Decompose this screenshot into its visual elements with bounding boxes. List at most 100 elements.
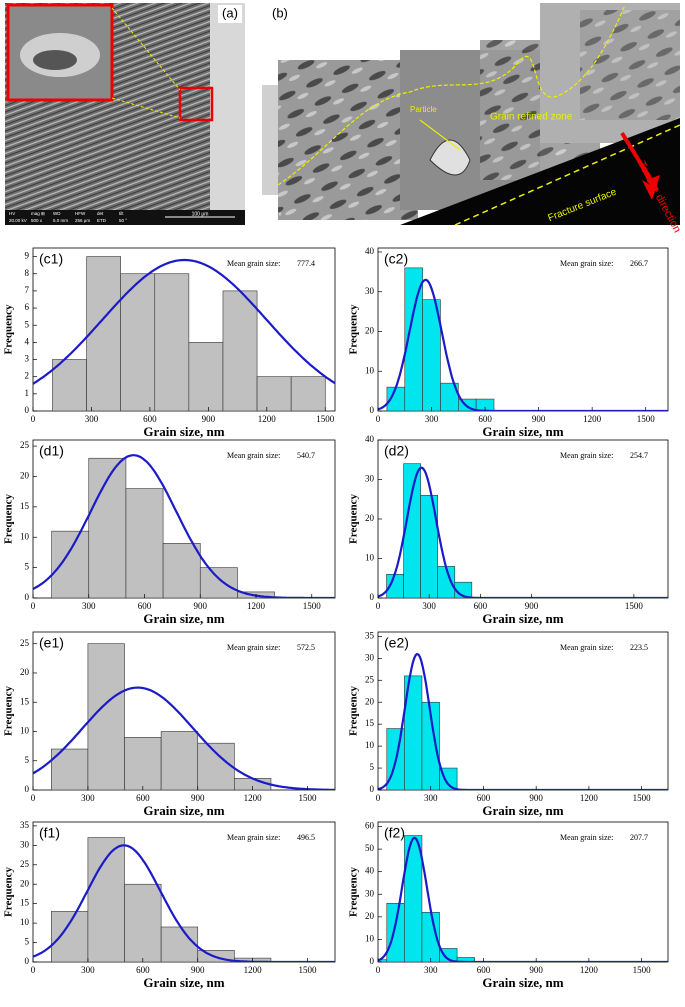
y-axis-label: Frequency — [3, 867, 15, 917]
x-tick-label: 0 — [31, 965, 36, 975]
bar — [188, 342, 224, 411]
x-tick-label: 1200 — [583, 414, 602, 424]
info-value: 20.00 kV — [9, 218, 27, 223]
x-tick-label: 300 — [424, 793, 438, 803]
x-tick-label: 1500 — [637, 414, 656, 424]
y-tick-label: 3 — [25, 354, 30, 364]
bar — [125, 488, 164, 598]
fit-curve — [33, 454, 335, 598]
x-tick-label: 900 — [194, 601, 208, 611]
annotation: Mean grain size: — [560, 451, 613, 460]
bar — [160, 731, 199, 790]
y-tick-label: 30 — [365, 888, 375, 898]
y-tick-label: 20 — [365, 696, 375, 706]
y-tick-label: 25 — [20, 440, 30, 450]
fit-curve — [378, 652, 668, 790]
annotation: Mean grain size: — [227, 451, 280, 460]
x-tick-label: 900 — [191, 793, 205, 803]
zone-label: Grain refined zone — [490, 112, 573, 123]
panel-label: (e2) — [384, 635, 409, 651]
x-tick-label: 0 — [31, 601, 36, 611]
mean-value: 572.5 — [297, 643, 315, 652]
bar — [290, 376, 326, 411]
x-axis-label: Grain size, nm — [482, 611, 563, 626]
panel-label: (c1) — [39, 251, 63, 267]
x-tick-label: 300 — [82, 601, 96, 611]
x-tick-label: 0 — [376, 965, 381, 975]
y-tick-label: 5 — [25, 755, 30, 765]
info-header: HV — [9, 211, 15, 216]
y-tick-label: 40 — [365, 434, 375, 444]
y-tick-label: 0 — [370, 592, 375, 602]
x-tick-label: 300 — [81, 965, 95, 975]
y-tick-label: 0 — [370, 956, 375, 966]
y-tick-label: 60 — [365, 821, 375, 831]
info-value: 500 x — [31, 218, 43, 223]
y-tick-label: 7 — [25, 285, 30, 295]
x-axis-label: Grain size, nm — [482, 975, 563, 990]
y-tick-label: 15 — [365, 718, 375, 728]
x-tick-label: 600 — [477, 965, 491, 975]
annotation: Mean grain size: — [560, 259, 613, 268]
panel-label: (b) — [272, 5, 288, 20]
x-tick-label: 600 — [474, 601, 488, 611]
x-tick-label: 1500 — [303, 601, 322, 611]
x-tick-label: 1200 — [244, 793, 263, 803]
x-tick-label: 600 — [143, 414, 157, 424]
x-tick-label: 1500 — [625, 601, 644, 611]
y-tick-label: 0 — [25, 405, 30, 415]
y-tick-label: 6 — [25, 302, 30, 312]
y-tick-label: 30 — [365, 652, 375, 662]
x-axis-label: Grain size, nm — [143, 611, 224, 626]
x-tick-label: 0 — [376, 601, 381, 611]
fit-curve — [378, 836, 668, 962]
x-tick-label: 900 — [525, 601, 539, 611]
y-tick-label: 0 — [25, 784, 30, 794]
x-tick-label: 300 — [85, 414, 99, 424]
x-tick-label: 300 — [81, 793, 95, 803]
y-tick-label: 40 — [365, 246, 375, 256]
y-axis-label: Frequency — [348, 686, 360, 736]
x-tick-label: 1200 — [247, 601, 266, 611]
info-header: HFW — [75, 211, 86, 216]
scale-bar-label: 100 μm — [192, 211, 209, 217]
x-tick-label: 300 — [422, 601, 436, 611]
y-axis-label: Frequency — [3, 494, 15, 544]
x-axis-label: Grain size, nm — [143, 424, 224, 439]
x-axis-label: Grain size, nm — [482, 424, 563, 439]
x-tick-label: 600 — [136, 965, 150, 975]
fit-curve — [33, 686, 335, 790]
bar — [403, 463, 421, 598]
y-tick-label: 10 — [20, 531, 30, 541]
bar — [51, 911, 89, 962]
x-axis-label: Grain size, nm — [143, 975, 224, 990]
y-tick-label: 30 — [365, 286, 375, 296]
y-tick-label: 30 — [20, 839, 30, 849]
mean-value: 496.5 — [297, 833, 315, 842]
y-tick-label: 20 — [20, 667, 30, 677]
y-tick-label: 25 — [365, 674, 375, 684]
x-tick-label: 600 — [138, 601, 152, 611]
x-tick-label: 0 — [31, 793, 36, 803]
bar — [386, 902, 405, 962]
y-tick-label: 15 — [20, 696, 30, 706]
y-tick-label: 10 — [365, 933, 375, 943]
bar — [475, 398, 495, 411]
panel-label: (d2) — [384, 443, 409, 459]
x-tick-label: 900 — [529, 793, 543, 803]
info-header: WD — [53, 211, 61, 216]
y-tick-label: 10 — [365, 740, 375, 750]
x-tick-label: 900 — [529, 965, 543, 975]
fit-curve — [378, 466, 668, 598]
info-value: 5.0 mm — [53, 218, 68, 223]
bar — [87, 837, 125, 962]
bar — [51, 530, 90, 598]
y-tick-label: 2 — [25, 371, 30, 381]
x-tick-label: 1200 — [244, 965, 263, 975]
x-tick-label: 600 — [478, 414, 492, 424]
annotation: Mean grain size: — [560, 643, 613, 652]
panel-label: (f1) — [39, 825, 60, 841]
panel-label: (e1) — [39, 635, 64, 651]
x-tick-label: 1500 — [633, 793, 652, 803]
y-tick-label: 10 — [365, 365, 375, 375]
